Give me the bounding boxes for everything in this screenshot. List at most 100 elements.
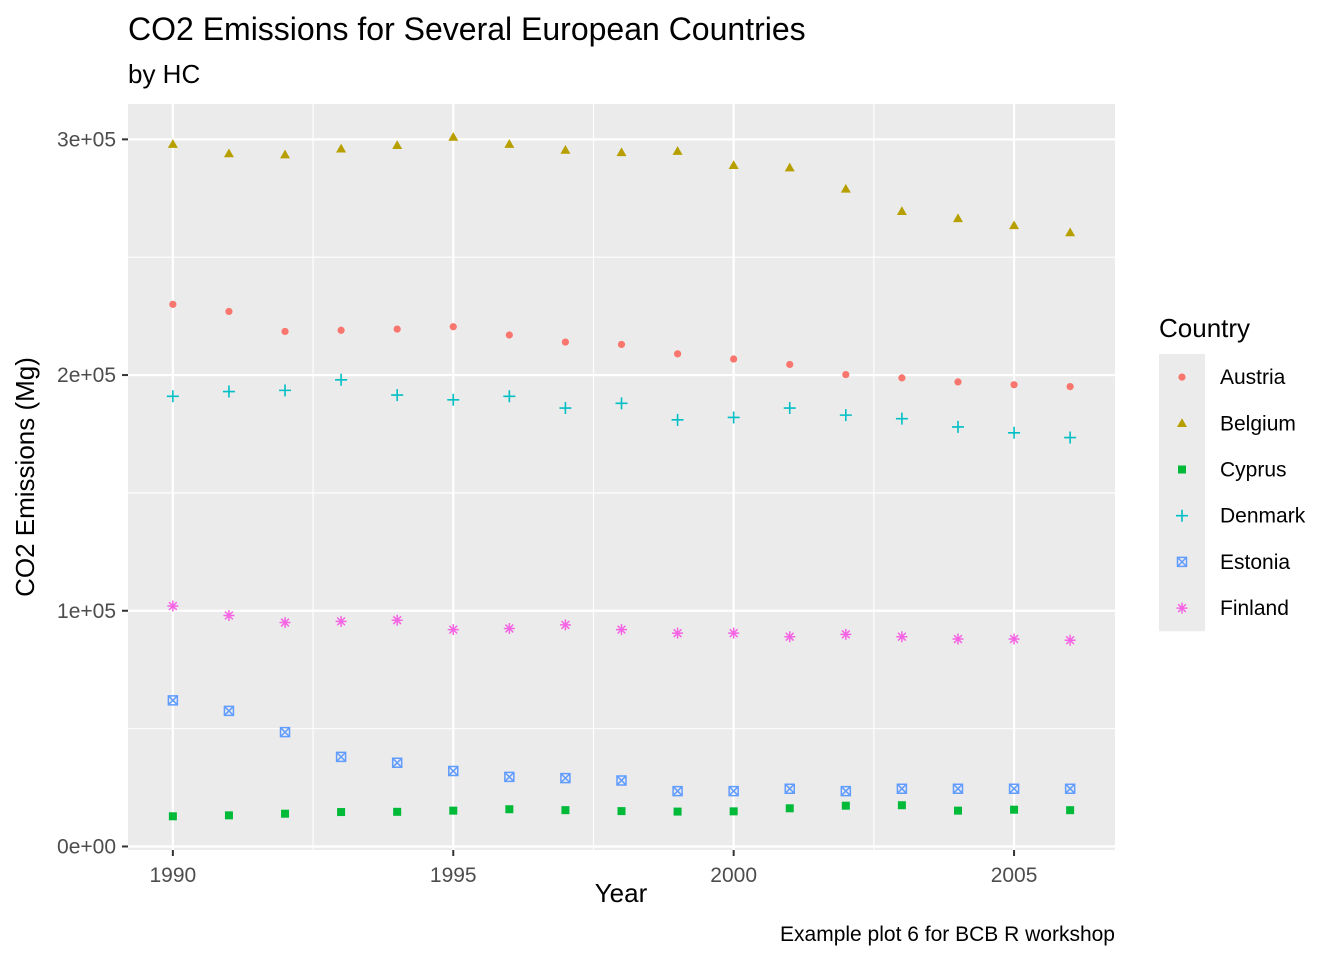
point-denmark bbox=[447, 393, 460, 406]
point-finland bbox=[840, 628, 852, 640]
point-austria bbox=[449, 323, 457, 331]
legend-label-austria: Austria bbox=[1220, 366, 1286, 389]
point-estonia bbox=[616, 775, 627, 786]
point-estonia bbox=[448, 765, 459, 777]
point-austria bbox=[617, 340, 626, 349]
point-denmark bbox=[279, 384, 292, 397]
point-finland bbox=[167, 600, 179, 612]
legend-label-denmark: Denmark bbox=[1220, 505, 1306, 528]
point-denmark bbox=[727, 411, 740, 424]
point-cyprus bbox=[337, 808, 346, 817]
point-belgium bbox=[1065, 227, 1076, 237]
point-denmark bbox=[1008, 426, 1021, 439]
point-finland bbox=[896, 631, 908, 643]
axis-layer: 1990 1995 2000 2005 0e+00 1e+05 2e+05 3e+05 bbox=[57, 128, 1037, 887]
point-austria bbox=[505, 331, 513, 339]
point-cyprus bbox=[281, 809, 290, 818]
point-belgium bbox=[784, 162, 795, 172]
point-austria bbox=[898, 374, 906, 382]
point-finland bbox=[672, 627, 684, 639]
chart-title: CO2 Emissions for Several European Count… bbox=[128, 11, 806, 47]
point-estonia bbox=[223, 705, 235, 717]
point-cyprus bbox=[168, 812, 177, 821]
point-estonia bbox=[1064, 783, 1076, 794]
x-tick-label: 1990 bbox=[150, 864, 197, 887]
point-austria bbox=[561, 338, 570, 346]
point-austria bbox=[393, 325, 401, 333]
point-austria bbox=[337, 326, 345, 334]
point-austria bbox=[225, 307, 233, 316]
points-layer bbox=[166, 131, 1077, 821]
point-denmark bbox=[951, 420, 964, 433]
point-denmark bbox=[671, 413, 684, 426]
point-denmark bbox=[839, 409, 852, 422]
point-cyprus bbox=[785, 804, 794, 813]
point-finland bbox=[335, 615, 347, 627]
point-estonia bbox=[279, 726, 291, 738]
point-cyprus bbox=[561, 806, 570, 815]
chart-caption: Example plot 6 for BCB R workshop bbox=[780, 923, 1115, 946]
point-finland bbox=[784, 631, 796, 643]
legend-key-background bbox=[1159, 354, 1205, 632]
plot-panel bbox=[128, 104, 1115, 850]
point-denmark bbox=[559, 402, 572, 415]
point-estonia bbox=[784, 783, 795, 794]
point-belgium bbox=[167, 139, 178, 148]
legend-key-denmark bbox=[1176, 509, 1188, 522]
point-denmark bbox=[895, 412, 908, 425]
point-finland bbox=[728, 627, 740, 639]
point-finland bbox=[1008, 633, 1020, 645]
point-denmark bbox=[783, 402, 796, 415]
point-cyprus bbox=[841, 801, 850, 810]
point-cyprus bbox=[953, 806, 962, 815]
point-estonia bbox=[728, 785, 739, 797]
legend-label-belgium: Belgium bbox=[1220, 412, 1296, 435]
point-belgium bbox=[672, 146, 683, 155]
point-denmark bbox=[335, 373, 348, 386]
legend-label-finland: Finland bbox=[1220, 597, 1289, 620]
point-cyprus bbox=[224, 811, 233, 820]
chart-subtitle: by HC bbox=[128, 59, 200, 89]
point-cyprus bbox=[1010, 805, 1019, 814]
y-tick-label: 2e+05 bbox=[57, 364, 116, 387]
point-estonia bbox=[952, 783, 964, 794]
point-austria bbox=[954, 378, 962, 386]
point-austria bbox=[169, 300, 177, 308]
point-finland bbox=[223, 609, 235, 621]
point-estonia bbox=[335, 751, 347, 763]
point-austria bbox=[281, 327, 289, 336]
point-estonia bbox=[391, 757, 403, 769]
point-estonia bbox=[672, 785, 683, 797]
x-tick-label: 2005 bbox=[991, 864, 1038, 887]
point-estonia bbox=[840, 785, 852, 797]
point-estonia bbox=[1008, 783, 1020, 794]
point-belgium bbox=[1009, 220, 1020, 230]
x-tick-label: 1995 bbox=[430, 864, 477, 887]
point-finland bbox=[503, 622, 515, 634]
point-denmark bbox=[503, 390, 516, 403]
point-denmark bbox=[615, 397, 628, 410]
point-finland bbox=[616, 624, 627, 636]
point-austria bbox=[673, 350, 682, 358]
point-belgium bbox=[392, 140, 403, 149]
y-tick-label: 3e+05 bbox=[57, 128, 116, 151]
legend-title: Country bbox=[1159, 313, 1250, 343]
point-belgium bbox=[280, 149, 291, 159]
point-finland bbox=[1064, 634, 1076, 646]
point-belgium bbox=[336, 143, 347, 153]
legend-key-finland bbox=[1176, 602, 1188, 614]
grid-layer bbox=[128, 104, 1115, 850]
point-cyprus bbox=[393, 807, 402, 816]
point-cyprus bbox=[449, 806, 458, 815]
point-austria bbox=[1066, 383, 1074, 391]
point-finland bbox=[447, 624, 459, 636]
point-austria bbox=[786, 360, 794, 369]
point-belgium bbox=[952, 213, 963, 223]
point-austria bbox=[1010, 381, 1018, 389]
y-axis-title: CO2 Emissions (Mg) bbox=[10, 357, 40, 597]
point-finland bbox=[391, 614, 403, 626]
point-estonia bbox=[167, 695, 179, 706]
point-belgium bbox=[728, 160, 739, 170]
point-estonia bbox=[896, 783, 908, 794]
